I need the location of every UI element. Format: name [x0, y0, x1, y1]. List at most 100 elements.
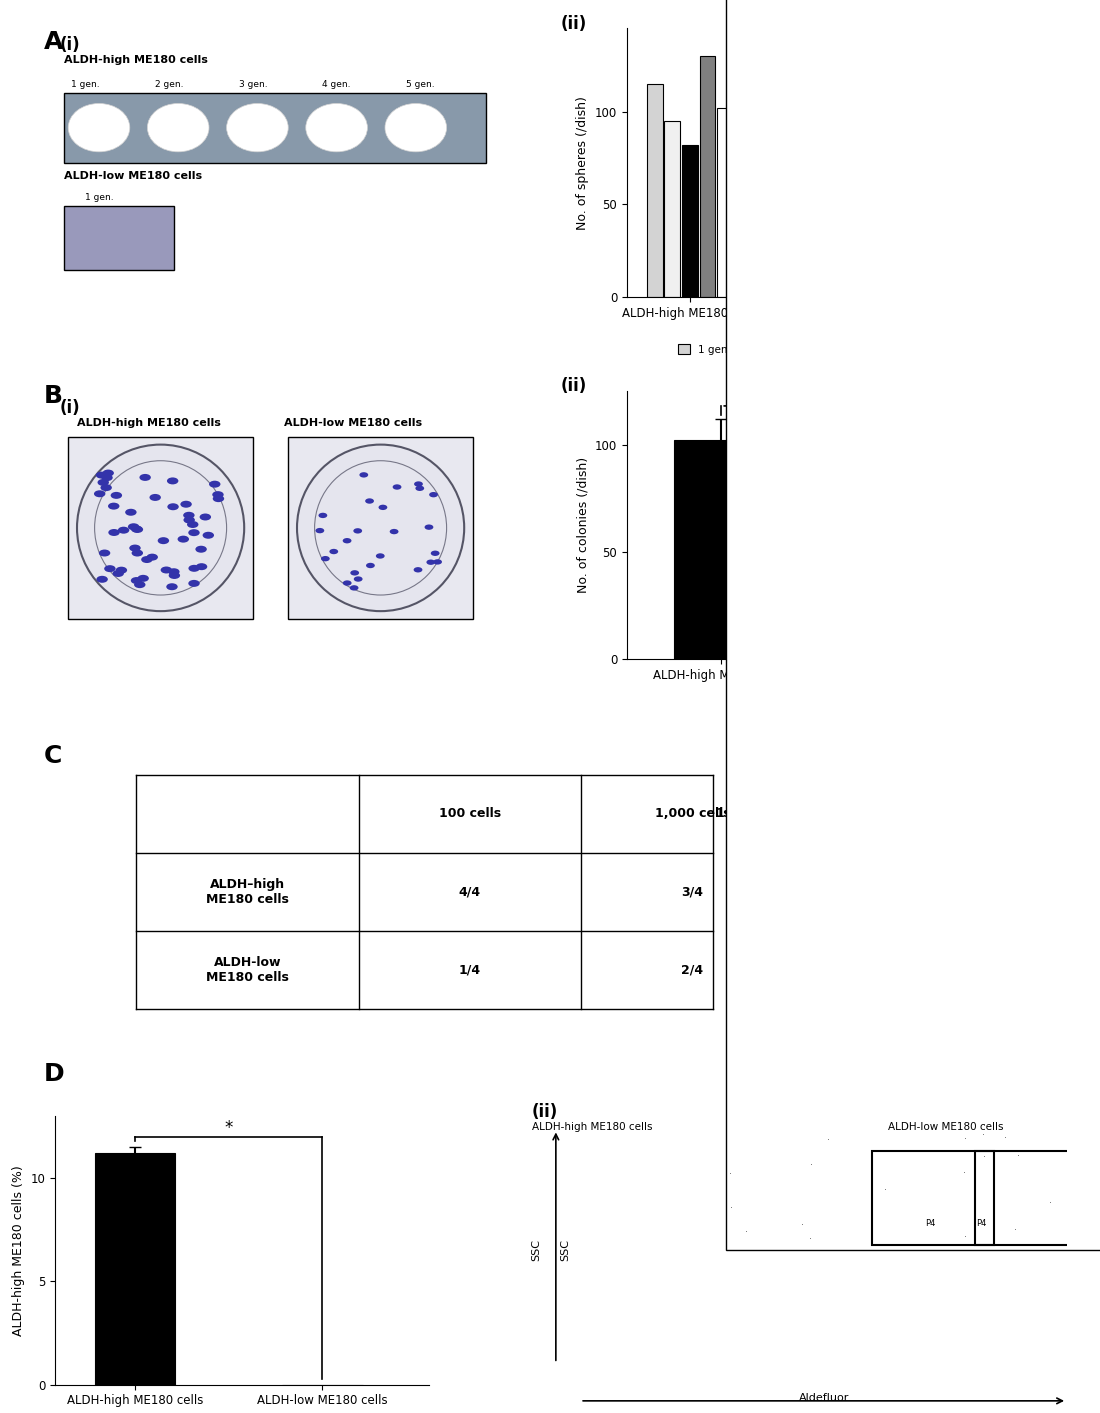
Circle shape: [167, 478, 178, 485]
Circle shape: [202, 531, 215, 538]
Ellipse shape: [315, 461, 447, 595]
Text: (i): (i): [59, 398, 80, 417]
Circle shape: [321, 555, 330, 561]
Bar: [647, 83, 662, 297]
Circle shape: [112, 569, 124, 577]
Ellipse shape: [297, 445, 464, 612]
Circle shape: [196, 564, 207, 571]
Text: 3 gen.: 3 gen.: [239, 81, 267, 89]
Circle shape: [138, 575, 148, 582]
FancyBboxPatch shape: [64, 93, 486, 162]
Circle shape: [96, 472, 108, 479]
Text: 4/4: 4/4: [747, 886, 769, 899]
Circle shape: [98, 479, 109, 486]
Bar: [717, 107, 733, 297]
Circle shape: [99, 550, 110, 557]
Text: 1/4: 1/4: [459, 964, 481, 976]
Text: 10,000 cells: 10,000 cells: [716, 807, 801, 821]
Circle shape: [354, 577, 363, 582]
Ellipse shape: [77, 445, 244, 612]
Text: ALDH–high
ME180 cells: ALDH–high ME180 cells: [206, 877, 288, 906]
Circle shape: [168, 568, 179, 575]
Circle shape: [128, 523, 140, 530]
Text: 100 cells: 100 cells: [439, 807, 500, 821]
Circle shape: [188, 565, 200, 572]
Circle shape: [132, 526, 143, 533]
Circle shape: [101, 475, 112, 482]
Circle shape: [100, 485, 112, 492]
Text: ALDH-low ME180 cells: ALDH-low ME180 cells: [888, 1122, 1003, 1132]
Text: 4 gen.: 4 gen.: [322, 81, 351, 89]
Bar: [894, 524, 989, 660]
Circle shape: [431, 551, 440, 555]
Circle shape: [316, 528, 324, 533]
Circle shape: [108, 528, 120, 536]
Circle shape: [168, 572, 180, 579]
Circle shape: [365, 499, 374, 503]
Circle shape: [167, 503, 179, 510]
Circle shape: [196, 545, 207, 552]
Text: 4/4: 4/4: [747, 964, 769, 976]
Circle shape: [131, 526, 142, 533]
Circle shape: [146, 554, 158, 561]
Bar: [700, 57, 715, 297]
Text: (ii): (ii): [531, 1102, 558, 1121]
Circle shape: [212, 495, 224, 502]
Text: ALDH-low ME180 cells: ALDH-low ME180 cells: [64, 171, 202, 181]
Circle shape: [130, 544, 141, 551]
Circle shape: [166, 584, 178, 591]
Y-axis label: No. of spheres (/dish): No. of spheres (/dish): [576, 96, 590, 229]
Circle shape: [389, 528, 398, 534]
Text: (ii): (ii): [561, 377, 587, 396]
Circle shape: [366, 562, 375, 568]
Circle shape: [360, 472, 368, 478]
Circle shape: [141, 557, 153, 562]
Circle shape: [150, 495, 161, 502]
Text: 4/4: 4/4: [459, 886, 481, 899]
Text: 1 gen.: 1 gen.: [85, 194, 113, 202]
Circle shape: [111, 492, 122, 499]
Circle shape: [118, 527, 130, 534]
Text: *: *: [224, 1119, 233, 1136]
Circle shape: [199, 513, 211, 520]
Ellipse shape: [147, 103, 209, 151]
Bar: [674, 441, 769, 660]
Circle shape: [161, 567, 172, 574]
Text: 2 gen.: 2 gen.: [155, 81, 184, 89]
Text: 1,000 cells: 1,000 cells: [654, 807, 730, 821]
Circle shape: [184, 517, 195, 523]
Text: 3/4: 3/4: [682, 886, 704, 899]
FancyBboxPatch shape: [288, 437, 473, 619]
Bar: [95, 1153, 175, 1385]
FancyBboxPatch shape: [726, 0, 1100, 1251]
Circle shape: [378, 504, 387, 510]
Circle shape: [116, 567, 128, 574]
Circle shape: [131, 577, 142, 584]
Y-axis label: ALDH-high ME180 cells (%): ALDH-high ME180 cells (%): [12, 1166, 25, 1335]
Ellipse shape: [68, 103, 130, 151]
Circle shape: [125, 509, 136, 516]
Text: SSC: SSC: [531, 1239, 541, 1262]
Circle shape: [180, 500, 191, 507]
Circle shape: [94, 490, 106, 497]
Ellipse shape: [227, 103, 288, 151]
Circle shape: [376, 554, 385, 558]
Legend: 1 gen., 2gen., 3gen., 4gen., 5gen.: 1 gen., 2gen., 3gen., 4gen., 5gen.: [673, 341, 1021, 359]
Circle shape: [157, 537, 169, 544]
Circle shape: [184, 512, 195, 519]
Circle shape: [212, 492, 223, 499]
Circle shape: [319, 513, 328, 519]
Circle shape: [329, 548, 338, 554]
Text: ALDH-low
ME180 cells: ALDH-low ME180 cells: [206, 955, 288, 983]
Circle shape: [427, 560, 436, 565]
Circle shape: [353, 528, 362, 534]
Circle shape: [433, 560, 442, 565]
Text: 2/4: 2/4: [682, 964, 704, 976]
Text: (ii): (ii): [561, 14, 587, 32]
Circle shape: [134, 581, 145, 588]
Circle shape: [209, 480, 220, 487]
Bar: [682, 146, 697, 297]
Text: ALDH-high ME180 cells: ALDH-high ME180 cells: [532, 1122, 652, 1132]
Text: ALDH-high ME180 cells: ALDH-high ME180 cells: [64, 55, 208, 65]
Circle shape: [132, 550, 143, 557]
